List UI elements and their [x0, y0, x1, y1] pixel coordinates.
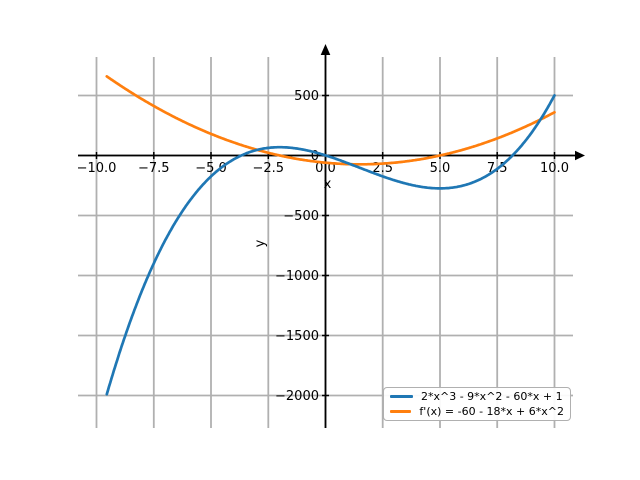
legend-entry-function: 2*x^3 - 9*x^2 - 60*x + 1: [390, 390, 564, 404]
x-axis-label: x: [323, 177, 332, 192]
y-tick-label: 500: [294, 89, 319, 104]
legend: 2*x^3 - 9*x^2 - 60*x + 1 f'(x) = -60 - 1…: [383, 387, 571, 421]
x-tick-label: −2.5: [253, 161, 285, 176]
y-tick-label: −1500: [275, 329, 319, 344]
legend-line-swatch-blue: [390, 395, 413, 399]
x-tick-label: 10.0: [540, 161, 569, 176]
x-tick-label: −10.0: [77, 161, 117, 176]
x-tick-label: −7.5: [138, 161, 170, 176]
legend-label-derivative: f'(x) = -60 - 18*x + 6*x^2: [419, 404, 564, 418]
y-tick-label: −1000: [275, 269, 319, 284]
curves-layer: [105, 75, 556, 396]
y-axis-arrowhead: [320, 44, 331, 55]
legend-line-swatch-orange: [390, 409, 412, 413]
x-axis-arrowhead: [575, 150, 585, 161]
tick-label-layer: −10.0 −7.5 −5.0 −2.5 0.0 2.5 5.0 7.5 10.05000−50…: [77, 89, 569, 404]
y-tick-label: 0: [311, 149, 319, 164]
curve-derivative: [105, 75, 556, 166]
legend-label-function: 2*x^3 - 9*x^2 - 60*x + 1: [421, 390, 563, 404]
y-tick-label: −2000: [275, 389, 319, 404]
y-tick-label: −500: [283, 209, 319, 224]
curve-function: [105, 94, 556, 396]
legend-entry-derivative: f'(x) = -60 - 18*x + 6*x^2: [390, 405, 564, 419]
x-tick-label: −5.0: [195, 161, 227, 176]
x-tick-label: 5.0: [430, 161, 451, 176]
y-axis-label: y: [253, 239, 268, 248]
